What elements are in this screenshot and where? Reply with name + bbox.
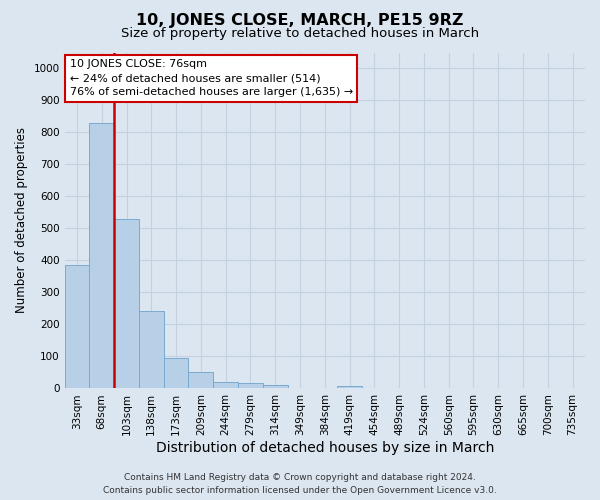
Bar [139, 310, 164, 388]
Bar [337, 386, 362, 388]
Bar [238, 383, 263, 388]
X-axis label: Distribution of detached houses by size in March: Distribution of detached houses by size … [155, 441, 494, 455]
Bar [188, 372, 213, 388]
Bar [263, 384, 287, 388]
Bar [164, 358, 188, 388]
Text: 10, JONES CLOSE, MARCH, PE15 9RZ: 10, JONES CLOSE, MARCH, PE15 9RZ [136, 12, 464, 28]
Text: 10 JONES CLOSE: 76sqm
← 24% of detached houses are smaller (514)
76% of semi-det: 10 JONES CLOSE: 76sqm ← 24% of detached … [70, 59, 353, 97]
Y-axis label: Number of detached properties: Number of detached properties [15, 128, 28, 314]
Bar [89, 123, 114, 388]
Text: Size of property relative to detached houses in March: Size of property relative to detached ho… [121, 28, 479, 40]
Text: Contains HM Land Registry data © Crown copyright and database right 2024.
Contai: Contains HM Land Registry data © Crown c… [103, 474, 497, 495]
Bar [114, 219, 139, 388]
Bar [213, 382, 238, 388]
Bar [65, 266, 89, 388]
